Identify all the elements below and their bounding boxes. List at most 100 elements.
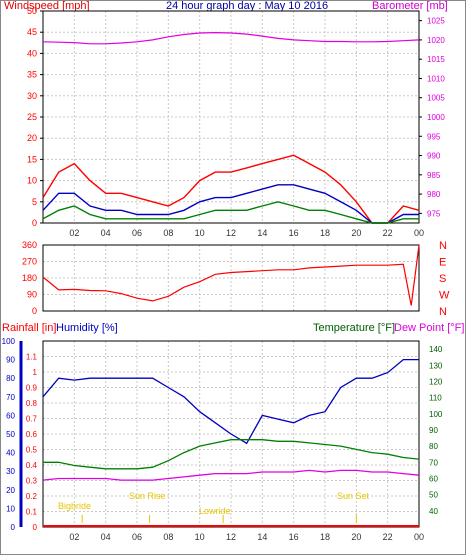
humidity-y-tick-label: 70 [6,393,15,402]
humidity-y-tick-label: 100 [2,337,16,346]
temperature-y-tick-label: 110 [429,394,442,403]
rain-y-tick-label: 0.1 [26,508,38,517]
wind-y-tick-label: 35 [27,70,37,80]
x-tick-label: 16 [289,228,299,238]
temperature-y-tick-label: 50 [429,491,438,500]
wind-panel-frame [42,10,420,224]
humidity-y-tick-label: 30 [6,467,15,476]
humidity-y-tick-label: 90 [6,356,15,365]
rain-y-tick-label: 0.8 [26,399,38,408]
x-tick-label: 10 [195,228,205,238]
compass-label: W [439,290,450,302]
astronomy-annotation: Sun Set [337,491,370,501]
wind-y-tick-label: 45 [27,27,37,37]
wind-y-tick-label: 10 [27,176,37,186]
x-tick-label: 00 [414,228,424,238]
barometer-y-tick-label: 980 [427,190,441,199]
series-barometer [42,31,420,45]
humidity-y-tick-label: 60 [6,411,15,420]
temperature-y-tick-label: 60 [429,474,438,483]
x-tick-label: 12 [226,532,236,542]
direction-y-tick-label: 360 [22,240,37,250]
barometer-y-tick-label: 995 [427,132,441,141]
wind-y-tick-label: 5 [32,197,37,207]
x-tick-label: 18 [320,532,330,542]
rain-y-tick-label: 0.5 [26,446,38,455]
compass-label: E [439,257,446,269]
barometer-y-tick-label: 1020 [427,36,445,45]
x-tick-label: 04 [101,228,111,238]
temperature-axis-title: Temperature [°F] [313,322,395,334]
series-wind-speed [42,201,419,224]
humidity-y-tick-label: 0 [11,523,16,532]
x-tick-label: 10 [195,532,205,542]
humidity-y-tick-label: 40 [6,449,15,458]
x-tick-label: 18 [320,228,330,238]
series-humidity [42,358,419,445]
barometer-y-tick-label: 1015 [427,55,445,64]
astronomy-annotation: Bigbride [58,501,91,511]
barometer-y-tick-label: 1025 [427,17,445,26]
x-tick-label: 20 [351,228,361,238]
rain-y-tick-label: 0 [33,523,38,532]
header-right-label: Barometer [mb] [372,0,448,12]
humidity-y-tick-label: 50 [6,430,15,439]
compass-label: N [439,306,447,318]
barometer-y-tick-label: 975 [427,209,441,218]
x-tick-label: 04 [101,532,111,542]
compass-label: N [439,240,447,252]
wind-y-tick-label: 20 [27,133,37,143]
humidity-y-tick-label: 20 [6,486,15,495]
temperature-y-tick-label: 120 [429,377,443,386]
temperature-y-tick-label: 140 [429,345,443,354]
humidity-y-tick-label: 10 [6,504,15,513]
wind-y-tick-label: 0 [32,218,37,228]
astronomy-annotation: Sun Rise [129,491,166,501]
temperature-y-tick-label: 40 [429,507,438,516]
barometer-y-tick-label: 985 [427,171,441,180]
wind-y-tick-label: 25 [27,112,37,122]
rain-y-tick-label: 1.1 [26,353,38,362]
humidity-y-tick-label: 80 [6,374,15,383]
wind-y-tick-label: 50 [27,6,37,16]
x-tick-label: 00 [414,532,424,542]
x-tick-label: 16 [289,532,299,542]
x-tick-label: 14 [257,228,267,238]
direction-y-tick-label: 90 [27,290,37,300]
rain-y-tick-label: 0.9 [26,384,38,393]
rain-y-tick-label: 0.4 [26,461,38,470]
x-tick-label: 02 [69,228,79,238]
wind-y-tick-label: 30 [27,91,37,101]
series-wind-gust [42,154,420,224]
x-tick-label: 14 [257,532,267,542]
direction-y-tick-label: 180 [22,273,37,283]
series-temperature [43,439,420,470]
wind-y-tick-label: 40 [27,48,37,58]
x-tick-label: 22 [383,228,393,238]
compass-label: S [439,273,446,285]
x-tick-label: 22 [383,532,393,542]
temperature-y-tick-label: 90 [429,426,438,435]
direction-y-tick-label: 270 [22,257,37,267]
series-dew-point [42,469,420,481]
temperature-y-tick-label: 130 [429,361,443,370]
wind-y-tick-label: 15 [27,154,37,164]
header-title: 24 hour graph day : May 10 2016 [166,0,329,12]
humidity-axis-title: Humidity [%] [56,322,118,334]
x-tick-label: 06 [132,228,142,238]
rain-y-tick-label: 0.2 [26,492,38,501]
direction-panel-frame [42,244,420,312]
series-wind-average [42,184,419,224]
barometer-y-tick-label: 990 [427,152,441,161]
temperature-y-tick-label: 80 [429,442,438,451]
rain-y-tick-label: 0.6 [26,430,38,439]
barometer-y-tick-label: 1000 [427,113,445,122]
x-tick-label: 08 [163,228,173,238]
rainfall-axis-title: Rainfall [in] [2,322,56,334]
barometer-y-tick-label: 1005 [427,94,445,103]
x-tick-label: 12 [226,228,236,238]
dewpoint-axis-title: Dew Point [°F] [394,322,464,334]
x-tick-label: 06 [132,532,142,542]
